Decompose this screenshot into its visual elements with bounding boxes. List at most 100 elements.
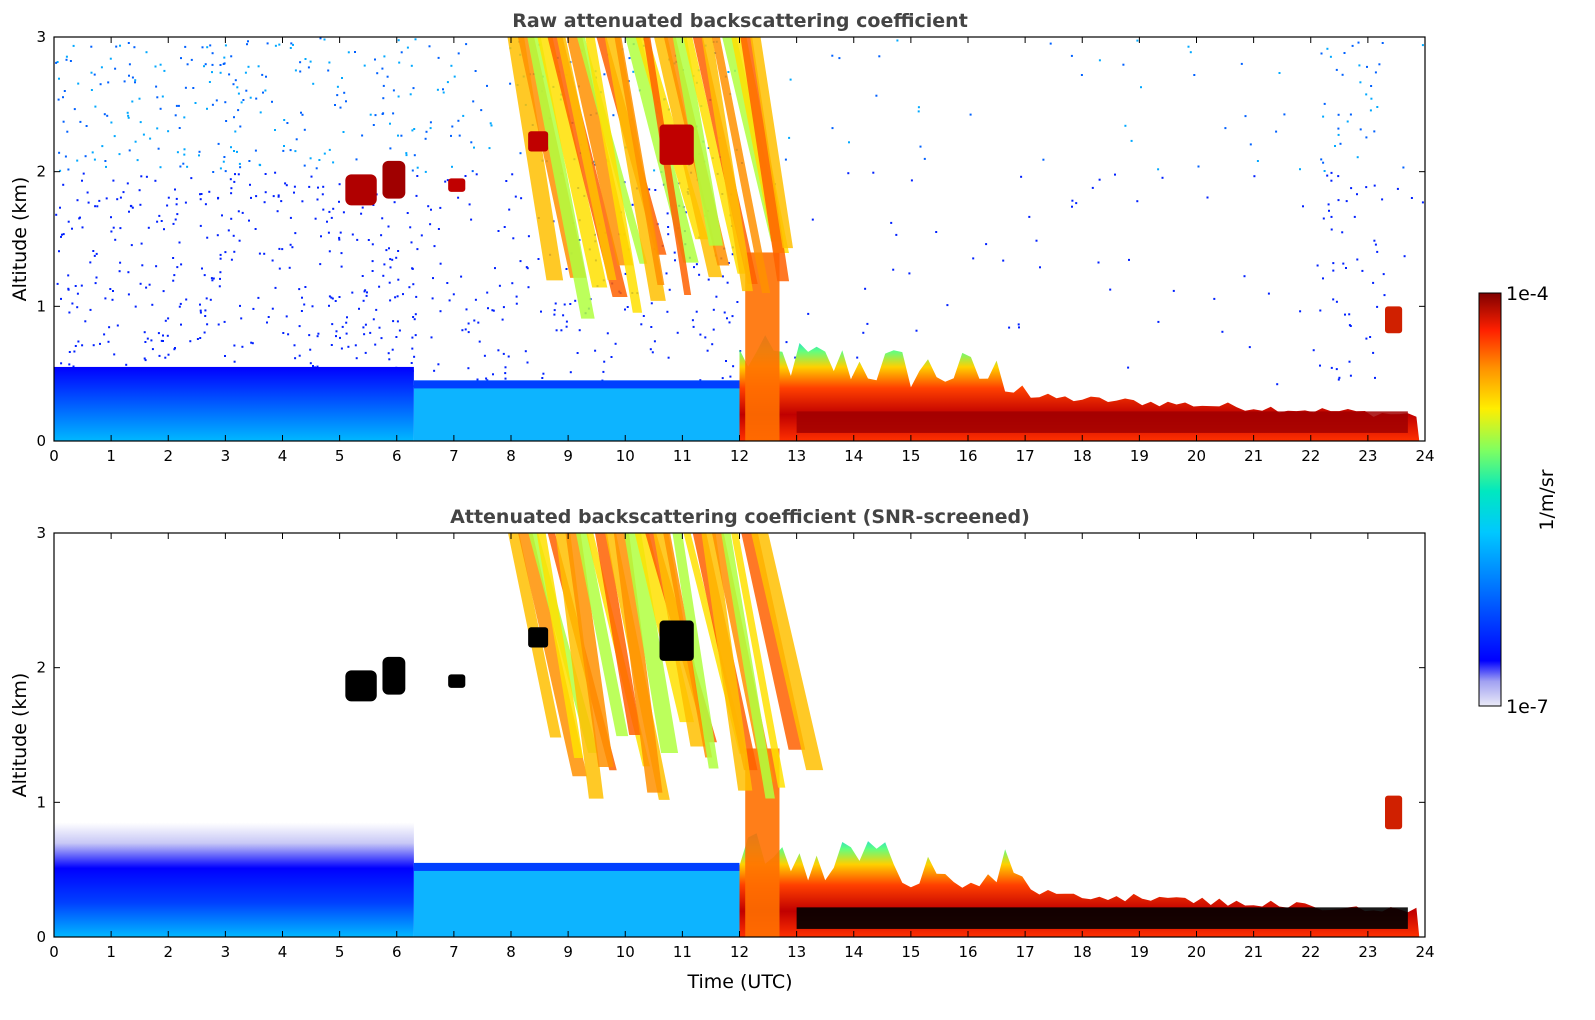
noise-pixel	[1348, 313, 1351, 316]
noise-pixel	[1206, 196, 1209, 199]
noise-pixel	[282, 332, 285, 334]
noise-pixel	[731, 315, 734, 318]
noise-pixel	[1302, 205, 1304, 208]
noise-pixel	[230, 217, 233, 220]
noise-pixel	[1326, 47, 1329, 50]
noise-pixel	[890, 221, 893, 224]
noise-pixel	[248, 160, 251, 162]
noise-pixel	[223, 56, 226, 59]
noise-pixel	[129, 204, 132, 207]
noise-pixel	[383, 55, 386, 58]
noise-pixel	[167, 130, 170, 133]
noise-pixel	[204, 315, 207, 317]
heatmap-features	[54, 37, 1420, 441]
noise-pixel	[95, 276, 98, 279]
noise-pixel	[119, 261, 122, 264]
noise-pixel	[1256, 160, 1259, 162]
noise-pixel	[450, 64, 453, 67]
noise-pixel	[338, 200, 340, 203]
noise-pixel	[1370, 85, 1373, 87]
noise-pixel	[726, 317, 728, 320]
noise-pixel	[308, 185, 311, 188]
noise-pixel	[1002, 259, 1005, 262]
noise-pixel	[648, 188, 651, 191]
noise-pixel	[388, 358, 391, 361]
noise-pixel	[155, 85, 158, 88]
noise-pixel	[118, 270, 121, 273]
noise-pixel	[316, 335, 319, 338]
x-tick-label: 19	[1130, 943, 1149, 961]
noise-pixel	[794, 356, 797, 359]
x-tick-label: 8	[506, 943, 516, 961]
x-tick-label: 1	[106, 943, 116, 961]
noise-pixel	[1349, 113, 1352, 116]
noise-pixel	[87, 201, 90, 204]
noise-pixel	[89, 308, 92, 311]
noise-pixel	[1109, 288, 1112, 291]
noise-pixel	[1320, 158, 1323, 161]
noise-pixel	[406, 212, 409, 214]
precipitation-streak	[643, 37, 692, 295]
noise-pixel	[602, 370, 605, 373]
noise-pixel	[1329, 55, 1332, 58]
noise-pixel	[428, 45, 431, 48]
noise-pixel	[366, 291, 368, 294]
noise-pixel	[111, 298, 114, 301]
noise-pixel	[398, 329, 401, 332]
noise-pixel	[154, 65, 157, 68]
noise-pixel	[345, 100, 347, 103]
noise-pixel	[289, 243, 292, 246]
x-axis-ticks-2: 0 1 2 3 4 5 6 7 8 9 10 11 12 13 14 15 16 17 18 19 20 21 22 23 24	[49, 533, 1435, 961]
noise-pixel	[412, 316, 415, 318]
noise-pixel	[382, 97, 385, 100]
y-tick-label: 2	[36, 163, 46, 181]
precipitation-streak	[751, 533, 824, 771]
precipitation-streak	[537, 37, 608, 288]
noise-pixel	[1330, 179, 1333, 182]
noise-pixel	[182, 162, 185, 165]
noise-pixel	[330, 344, 333, 346]
noise-pixel	[1335, 368, 1338, 371]
noise-pixel	[509, 82, 512, 85]
noise-pixel	[460, 275, 463, 278]
noise-pixel	[71, 302, 74, 305]
noise-pixel	[788, 136, 791, 139]
noise-pixel	[156, 220, 159, 223]
heatmap-screened	[54, 533, 1420, 937]
noise-pixel	[223, 62, 226, 65]
noise-pixel	[76, 159, 79, 162]
noise-pixel	[653, 169, 656, 172]
noise-pixel	[1035, 239, 1038, 242]
noise-pixel	[414, 334, 417, 337]
noise-pixel	[347, 345, 350, 348]
noise-pixel	[565, 320, 568, 323]
noise-pixel	[505, 180, 508, 182]
noise-pixel	[328, 295, 331, 298]
x-tick-label: 24	[1415, 943, 1434, 961]
noise-pixel	[450, 134, 452, 137]
noise-pixel	[1020, 175, 1023, 178]
noise-pixel	[59, 169, 62, 172]
noise-pixel	[847, 172, 850, 175]
noise-pixel	[76, 199, 79, 202]
noise-pixel	[1278, 72, 1281, 74]
noise-pixel	[303, 128, 306, 131]
precipitation-streak	[575, 533, 629, 737]
noise-pixel	[110, 216, 112, 219]
noise-pixel	[199, 198, 202, 201]
noise-pixel	[211, 103, 214, 106]
noise-pixel	[378, 285, 381, 288]
noise-pixel	[90, 89, 93, 91]
noise-pixel	[381, 67, 384, 70]
precipitation-streak	[585, 37, 643, 313]
noise-pixel	[178, 127, 181, 129]
noise-pixel	[358, 307, 360, 310]
noise-pixel	[405, 154, 408, 157]
noise-pixel	[319, 263, 322, 266]
noise-pixel	[217, 142, 220, 145]
noise-pixel	[255, 97, 258, 100]
noise-pixel	[334, 104, 336, 106]
noise-pixel	[58, 151, 61, 154]
x-axis-ticks-1: 0 1 2 3 4 5 6 7 8 9 10 11 12 13 14 15 16 17 18 19 20 21 22 23 24	[49, 37, 1435, 465]
noise-pixel	[340, 347, 343, 350]
